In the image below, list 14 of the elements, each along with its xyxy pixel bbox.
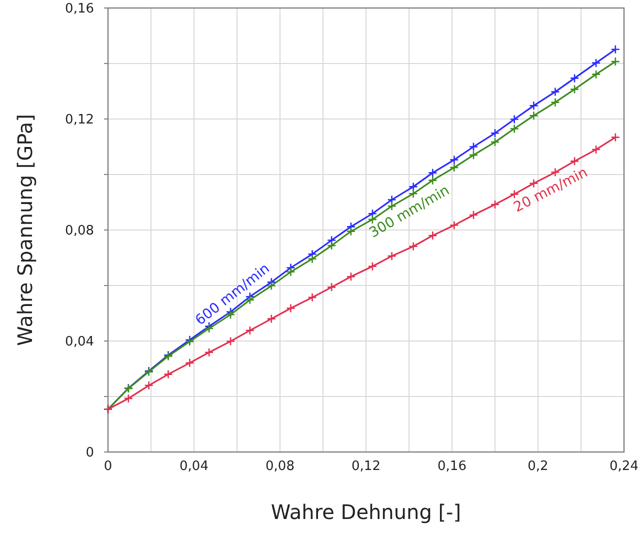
- y-axis-title: Wahre Spannung [GPa]: [13, 114, 37, 346]
- x-tick-label: 0: [104, 459, 112, 474]
- y-tick-label: 0: [86, 446, 94, 461]
- y-tick-label: 0,12: [65, 112, 94, 128]
- y-tick-label: 0,16: [65, 2, 94, 17]
- x-axis-title: Wahre Dehnung [-]: [270, 500, 462, 524]
- x-tick-label: 0,24: [610, 459, 638, 474]
- x-tick-label: 0,2: [528, 459, 548, 474]
- x-tick-label: 0,12: [352, 459, 380, 474]
- x-tick-label: 0,16: [438, 459, 466, 474]
- y-tick-label: 0,08: [65, 224, 94, 239]
- x-tick-label: 0,04: [180, 459, 208, 474]
- x-tick-label: 0,08: [266, 459, 294, 474]
- y-tick-label: 0,04: [65, 334, 94, 350]
